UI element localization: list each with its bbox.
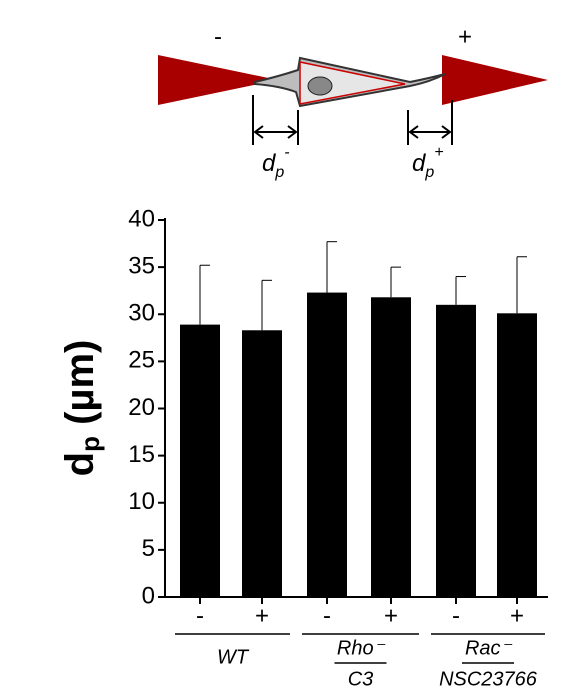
dimension-marks [253,95,452,145]
group-label: Rac⁻ [465,637,513,659]
x-tick-label: + [384,602,398,629]
y-tick-label: 15 [128,441,155,468]
y-tick-label: 10 [128,488,155,515]
x-tick-label: - [196,602,204,629]
label-sup: - [284,144,289,161]
y-label-rest: (µm) [58,340,102,436]
label-d: d [412,150,426,177]
left-sign: - [214,23,222,50]
figure: - + dp- dp+ dp (µm) 0510152025303540-+-+… [0,0,577,698]
y-tick-label: 35 [128,252,155,279]
schematic: - + dp- dp+ [158,23,548,181]
y-tick-label: 40 [128,205,155,232]
bar [371,297,411,597]
group-sublabel: NSC23766 [439,668,538,690]
label-d: d [262,150,276,177]
y-tick-label: 30 [128,300,155,327]
right-sign: + [458,23,472,50]
y-tick-label: 25 [128,347,155,374]
group-label: Rho⁻ [337,637,386,659]
bar [307,293,347,597]
bar [242,330,282,597]
bar [180,325,220,597]
y-tick-label: 0 [142,582,155,609]
bar [436,305,476,597]
y-label-main: d [58,452,102,476]
x-tick-label: + [510,602,524,629]
y-label-sub: p [75,436,105,452]
label-sub: p [274,164,284,181]
right-electrode [442,55,548,105]
group-sublabel: C3 [348,668,374,690]
bar [497,313,537,597]
label-sup: + [434,144,443,161]
group-label: WT [217,646,250,668]
x-tick-label: - [323,602,331,629]
x-tick-label: + [255,602,269,629]
y-axis-label: dp (µm) [58,340,105,477]
right-label: dp+ [412,144,444,181]
label-sub: p [424,164,434,181]
left-label: dp- [262,144,290,181]
x-tick-label: - [452,602,460,629]
nucleus [308,77,332,95]
y-tick-label: 5 [142,535,155,562]
y-tick-label: 20 [128,394,155,421]
